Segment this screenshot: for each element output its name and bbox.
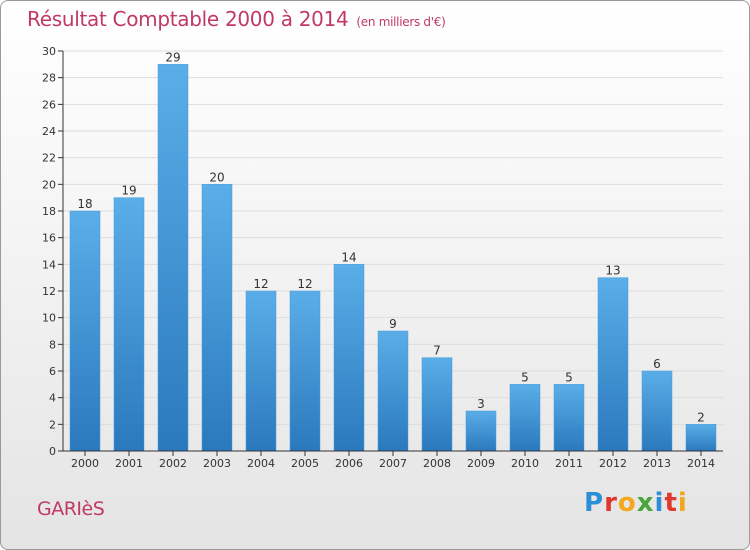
y-tick-label: 12 xyxy=(42,285,56,298)
x-tick-label: 2013 xyxy=(643,457,671,470)
bar xyxy=(509,384,541,452)
y-tick-label: 22 xyxy=(42,152,56,165)
data-label: 3 xyxy=(477,397,485,411)
x-axis-ticks: 2000 2001 2002 2003 2004 2005 2006 2007 2008 2009… xyxy=(71,451,715,470)
y-tick-label: 2 xyxy=(49,418,56,431)
logo-letter: x xyxy=(636,488,655,518)
x-tick-label: 2000 xyxy=(71,457,99,470)
x-tick-label: 2004 xyxy=(247,457,275,470)
bar xyxy=(157,64,189,452)
y-tick-label: 0 xyxy=(49,445,56,458)
data-label: 12 xyxy=(253,277,268,291)
chart-subtitle: (en milliers d'€) xyxy=(356,15,446,29)
x-tick-label: 2005 xyxy=(291,457,319,470)
axes xyxy=(62,51,723,452)
logo-letter: P xyxy=(584,488,605,518)
chart-title-text: Résultat Comptable 2000 à 2014 xyxy=(27,7,349,31)
data-label: 19 xyxy=(121,184,136,198)
bar xyxy=(289,290,321,452)
bar xyxy=(553,384,585,452)
logo-letter: i xyxy=(677,488,688,518)
bar xyxy=(421,357,453,452)
bar xyxy=(641,370,673,452)
data-label: 12 xyxy=(297,277,312,291)
y-tick-label: 20 xyxy=(42,178,56,191)
logo-letter: o xyxy=(617,488,637,518)
bar xyxy=(597,277,629,452)
data-label: 6 xyxy=(653,357,661,371)
x-tick-label: 2008 xyxy=(423,457,451,470)
bar xyxy=(245,290,277,452)
y-tick-label: 24 xyxy=(42,125,56,138)
y-tick-label: 30 xyxy=(42,45,56,58)
bar xyxy=(685,424,717,452)
proxiti-logo: Proxiti xyxy=(584,488,688,518)
x-tick-label: 2007 xyxy=(379,457,407,470)
y-tick-label: 26 xyxy=(42,98,56,111)
y-tick-label: 10 xyxy=(42,312,56,325)
data-label: 2 xyxy=(697,410,705,424)
logo-letter: t xyxy=(664,488,678,518)
data-label: 5 xyxy=(521,370,529,384)
data-label: 14 xyxy=(341,250,356,264)
data-label: 18 xyxy=(77,197,92,211)
logo-letter: r xyxy=(604,488,618,518)
x-tick-label: 2010 xyxy=(511,457,539,470)
data-label: 20 xyxy=(209,170,224,184)
x-tick-label: 2002 xyxy=(159,457,187,470)
bar xyxy=(113,197,145,452)
x-tick-label: 2006 xyxy=(335,457,363,470)
y-tick-label: 16 xyxy=(42,232,56,245)
data-label: 9 xyxy=(389,317,397,331)
y-tick-label: 28 xyxy=(42,72,56,85)
chart-title: Résultat Comptable 2000 à 2014 (en millie… xyxy=(27,7,446,31)
data-labels: 18 19 29 20 12 12 14 9 7 3 5 5 13 6 2 xyxy=(77,50,704,424)
y-tick-label: 18 xyxy=(42,205,56,218)
y-tick-label: 8 xyxy=(49,338,56,351)
x-tick-label: 2011 xyxy=(555,457,583,470)
bar xyxy=(333,264,365,452)
bar xyxy=(465,410,497,452)
data-label: 13 xyxy=(605,264,620,278)
y-tick-label: 14 xyxy=(42,258,56,271)
bars xyxy=(69,64,717,452)
x-tick-label: 2012 xyxy=(599,457,627,470)
y-tick-label: 6 xyxy=(49,365,56,378)
y-tick-label: 4 xyxy=(49,392,56,405)
logo-letter: i xyxy=(654,488,665,518)
x-tick-label: 2014 xyxy=(687,457,715,470)
x-tick-label: 2009 xyxy=(467,457,495,470)
bar xyxy=(377,330,409,452)
bar xyxy=(201,184,233,452)
data-label: 29 xyxy=(165,50,180,64)
x-tick-label: 2003 xyxy=(203,457,231,470)
x-tick-label: 2001 xyxy=(115,457,143,470)
commune-name: GARIèS xyxy=(37,498,105,520)
bar xyxy=(69,210,101,452)
data-label: 5 xyxy=(565,370,573,384)
data-label: 7 xyxy=(433,344,441,358)
